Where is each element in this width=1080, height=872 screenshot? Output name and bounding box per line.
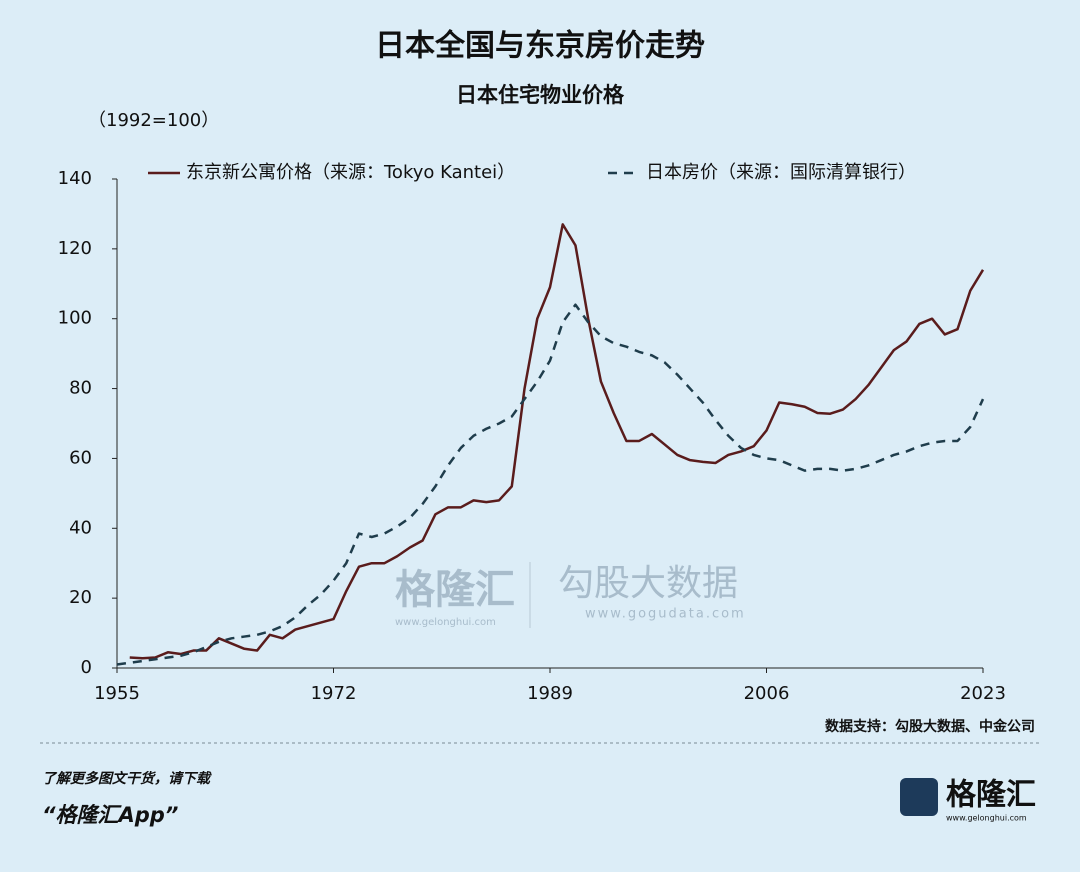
unit-label: （1992=100）	[88, 110, 219, 131]
source: 数据支持：勾股大数据、中金公司	[825, 718, 1035, 735]
x-tick-label: 1955	[94, 683, 140, 704]
line-series	[116, 303, 985, 666]
chart-title: 日本全国与东京房价走势	[375, 29, 705, 64]
x-tick-label: 2006	[744, 683, 790, 704]
y-tick-label: 60	[69, 447, 92, 468]
y-tick-label: 140	[58, 168, 92, 189]
chart-subtitle: 日本住宅物业价格	[456, 83, 625, 107]
logo-url: www.gelonghui.com	[946, 814, 1027, 823]
y-tick-label: 40	[69, 517, 92, 538]
x-tick-label: 2023	[960, 683, 1006, 704]
watermark: www.gogudata.com	[585, 607, 746, 622]
watermark: www.gelonghui.com	[395, 617, 496, 628]
logo-icon	[900, 778, 938, 816]
footer-app: “格隆汇App”	[42, 803, 178, 827]
y-tick-label: 80	[69, 378, 92, 399]
y-tick-label: 100	[58, 308, 92, 329]
legend-label: 东京新公寓价格（来源：Tokyo Kantei）	[186, 162, 515, 183]
y-tick-label: 0	[81, 657, 92, 678]
y-tick-label: 120	[58, 238, 92, 259]
watermark: 格隆汇	[395, 567, 515, 613]
y-tick-label: 20	[69, 587, 92, 608]
footer-text: 了解更多图文干货，请下载	[42, 770, 212, 787]
x-tick-label: 1989	[527, 683, 573, 704]
x-tick-label: 1972	[311, 683, 357, 704]
legend-label: 日本房价（来源：国际清算银行）	[646, 162, 916, 183]
logo: 格隆汇	[946, 778, 1036, 813]
line-series	[129, 223, 985, 660]
watermark: 勾股大数据	[558, 563, 738, 604]
